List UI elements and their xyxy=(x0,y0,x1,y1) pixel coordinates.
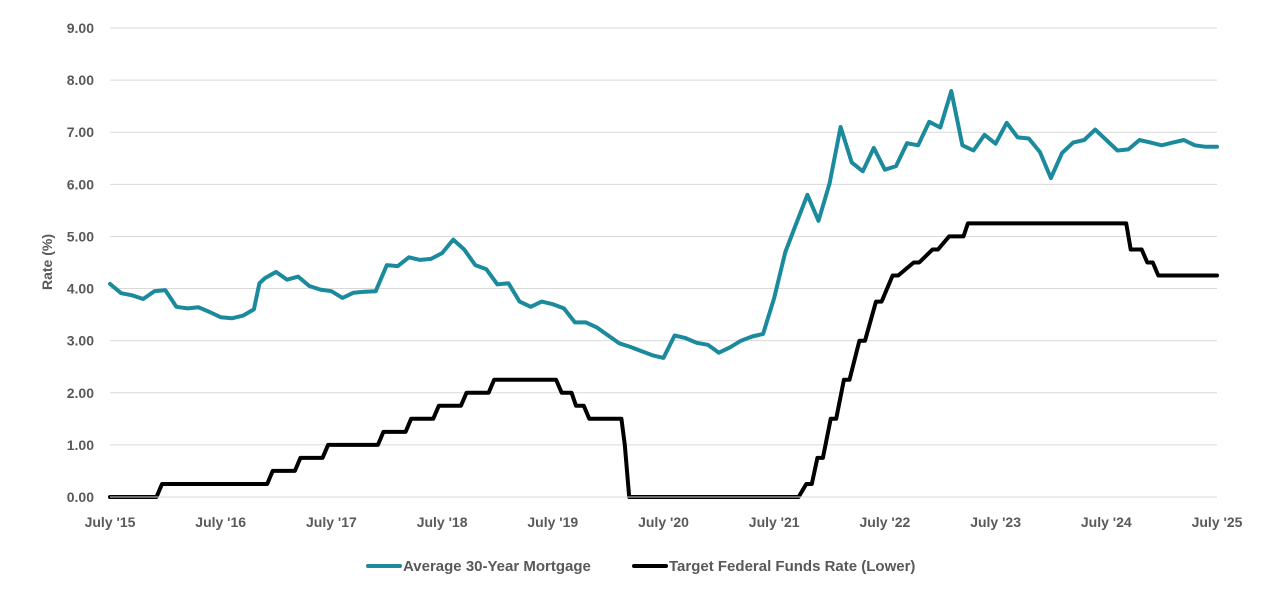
x-tick-label: July '22 xyxy=(859,514,910,530)
y-tick-label: 3.00 xyxy=(67,333,94,349)
y-tick-label: 8.00 xyxy=(67,72,94,88)
mortgage-rate-line xyxy=(108,89,1219,360)
x-tick-label: July '20 xyxy=(638,514,689,530)
y-tick-label: 6.00 xyxy=(67,176,94,192)
y-axis-tick-labels: 0.00 1.00 2.00 3.00 4.00 5.00 6.00 7.00 8.00 9.00 xyxy=(67,20,94,505)
series-lines xyxy=(108,89,1219,499)
fed-funds-rate-line xyxy=(108,221,1219,499)
legend-label: Target Federal Funds Rate (Lower) xyxy=(669,558,915,575)
x-tick-label: July '19 xyxy=(527,514,578,530)
legend: Average 30-Year Mortgage Target Federal F… xyxy=(366,558,915,575)
y-tick-label: 2.00 xyxy=(67,385,94,401)
x-tick-label: July '21 xyxy=(749,514,800,530)
gridlines xyxy=(110,27,1217,446)
y-tick-label: 0.00 xyxy=(67,489,94,505)
x-tick-label: July '15 xyxy=(85,514,136,530)
y-tick-label: 4.00 xyxy=(67,281,94,297)
legend-label: Average 30-Year Mortgage xyxy=(403,558,591,575)
y-tick-label: 7.00 xyxy=(67,124,94,140)
x-tick-label: July '17 xyxy=(306,514,357,530)
x-tick-label: July '18 xyxy=(417,514,468,530)
x-tick-label: July '16 xyxy=(195,514,246,530)
y-tick-label: 1.00 xyxy=(67,437,94,453)
x-tick-label: July '23 xyxy=(970,514,1021,530)
x-tick-label: July '25 xyxy=(1192,514,1243,530)
x-tick-label: July '24 xyxy=(1081,514,1132,530)
y-axis-title: Rate (%) xyxy=(39,234,55,290)
x-axis-tick-labels: July '15 July '16 July '17 July '18 July '19… xyxy=(85,514,1243,530)
y-tick-label: 9.00 xyxy=(67,20,94,36)
y-tick-label: 5.00 xyxy=(67,228,94,244)
